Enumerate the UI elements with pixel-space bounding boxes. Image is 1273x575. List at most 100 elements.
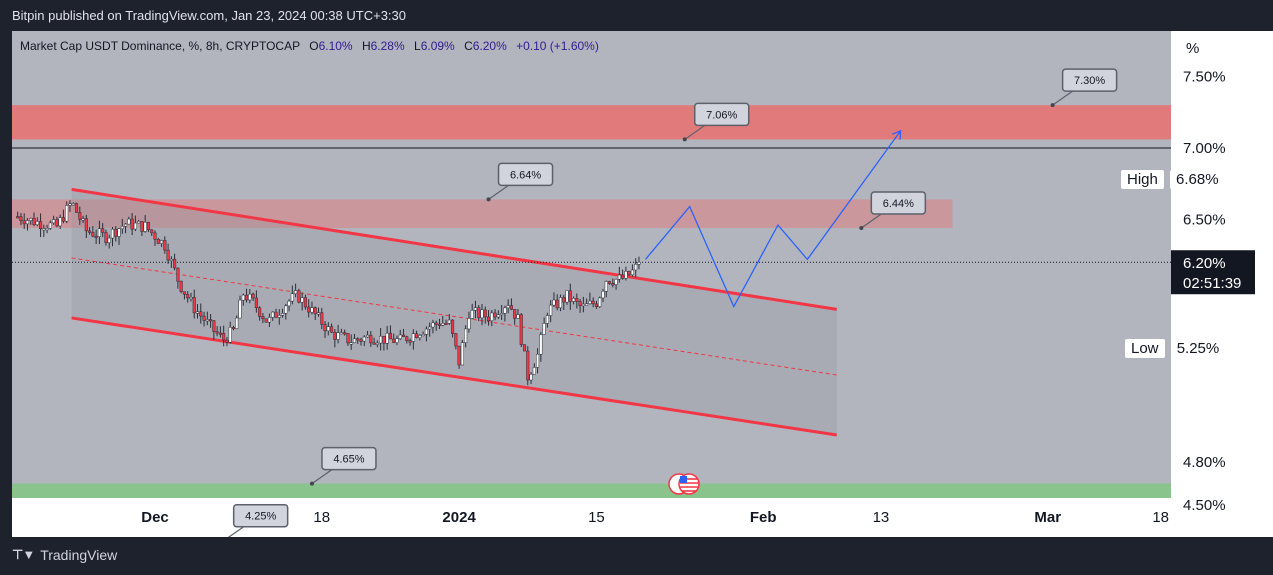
candle-body[interactable] xyxy=(392,338,396,343)
candle-body[interactable] xyxy=(107,237,111,243)
candle-body[interactable] xyxy=(140,221,144,232)
candle-body[interactable] xyxy=(457,345,461,366)
candle-body[interactable] xyxy=(336,332,340,340)
candle-body[interactable] xyxy=(16,216,20,219)
candle-body[interactable] xyxy=(120,226,124,229)
candle-body[interactable] xyxy=(114,228,118,237)
candle-body[interactable] xyxy=(137,221,141,224)
candle-body[interactable] xyxy=(218,332,222,335)
candle-body[interactable] xyxy=(330,326,334,333)
channel-upper-line[interactable] xyxy=(71,187,838,311)
candle-body[interactable] xyxy=(486,316,491,321)
candle-body[interactable] xyxy=(542,323,546,335)
candle-body[interactable] xyxy=(248,293,252,301)
candle-body[interactable] xyxy=(529,373,533,381)
candle-body[interactable] xyxy=(500,313,504,316)
candle-body[interactable] xyxy=(454,333,458,347)
candle-body[interactable] xyxy=(539,334,543,355)
candle-body[interactable] xyxy=(506,305,510,309)
candle-body[interactable] xyxy=(447,319,451,324)
candle-body[interactable] xyxy=(428,326,432,330)
candle-body[interactable] xyxy=(84,218,88,232)
candle-body[interactable] xyxy=(42,228,46,231)
candle-body[interactable] xyxy=(509,305,513,310)
candle-body[interactable] xyxy=(251,293,255,299)
candle-body[interactable] xyxy=(552,299,556,306)
candle-body[interactable] xyxy=(516,314,520,319)
candle-body[interactable] xyxy=(199,311,203,317)
candle-body[interactable] xyxy=(215,331,219,334)
candle-body[interactable] xyxy=(267,317,271,323)
candle-body[interactable] xyxy=(545,315,549,324)
annotation-box[interactable] xyxy=(321,446,377,471)
candle-body[interactable] xyxy=(156,239,160,244)
candle-body[interactable] xyxy=(52,219,56,224)
candle-body[interactable] xyxy=(470,310,474,319)
candle-body[interactable] xyxy=(225,339,229,343)
candle-body[interactable] xyxy=(316,312,321,315)
candle-body[interactable] xyxy=(307,306,311,313)
candle-body[interactable] xyxy=(588,300,592,304)
candle-body[interactable] xyxy=(169,258,173,261)
candle-body[interactable] xyxy=(594,303,599,307)
unit-selector[interactable]: % xyxy=(1176,35,1260,63)
candle-body[interactable] xyxy=(153,232,157,240)
candle-body[interactable] xyxy=(578,301,582,307)
candle-body[interactable] xyxy=(496,314,500,318)
candle-body[interactable] xyxy=(401,334,406,338)
candle-body[interactable] xyxy=(130,218,134,230)
candle-body[interactable] xyxy=(110,228,115,239)
candle-body[interactable] xyxy=(320,312,324,325)
chart-canvas[interactable]: 7.30% 7.06% 6.64% 6.44% 4.65% 4.25% Dec 18 2024… xyxy=(12,31,1273,537)
candle-body[interactable] xyxy=(81,218,85,221)
current-price-tag[interactable] xyxy=(1171,250,1255,295)
candle-body[interactable] xyxy=(280,313,285,316)
candle-body[interactable] xyxy=(349,342,353,345)
candle-body[interactable] xyxy=(173,258,177,269)
candle-body[interactable] xyxy=(192,297,196,314)
candle-body[interactable] xyxy=(202,315,206,321)
candle-body[interactable] xyxy=(464,328,468,343)
candle-body[interactable] xyxy=(241,294,245,301)
candle-body[interactable] xyxy=(22,220,26,225)
candle-body[interactable] xyxy=(313,307,317,315)
candle-body[interactable] xyxy=(405,336,409,341)
candle-body[interactable] xyxy=(627,271,631,276)
candle-body[interactable] xyxy=(146,222,151,230)
candle-body[interactable] xyxy=(477,307,481,319)
channel-mid-line[interactable] xyxy=(71,257,837,376)
candle-body[interactable] xyxy=(261,316,265,320)
candle-body[interactable] xyxy=(346,333,350,344)
candle-body[interactable] xyxy=(398,334,402,340)
candle-body[interactable] xyxy=(45,228,49,231)
channel-lower-line[interactable] xyxy=(71,316,838,437)
candle-body[interactable] xyxy=(195,311,200,314)
candle-body[interactable] xyxy=(562,297,566,303)
candle-body[interactable] xyxy=(97,228,101,237)
candle-body[interactable] xyxy=(434,322,438,325)
candle-body[interactable] xyxy=(19,216,23,222)
candle-body[interactable] xyxy=(212,320,216,332)
candle-body[interactable] xyxy=(382,335,386,344)
annotation-box[interactable] xyxy=(232,503,289,528)
candle-body[interactable] xyxy=(431,322,435,328)
candle-body[interactable] xyxy=(415,333,419,338)
candle-body[interactable] xyxy=(565,290,569,303)
candle-body[interactable] xyxy=(117,228,121,237)
candle-body[interactable] xyxy=(258,307,262,317)
candle-body[interactable] xyxy=(604,281,608,292)
candle-body[interactable] xyxy=(127,218,131,225)
annotation-box[interactable] xyxy=(693,102,750,127)
candle-body[interactable] xyxy=(88,230,92,233)
candle-body[interactable] xyxy=(611,283,615,286)
candle-body[interactable] xyxy=(549,304,553,316)
candle-body[interactable] xyxy=(71,203,75,206)
candle-body[interactable] xyxy=(333,331,337,340)
candle-body[interactable] xyxy=(379,335,383,344)
candle-body[interactable] xyxy=(186,294,190,299)
footer[interactable]: ⊤▼ TradingView xyxy=(12,547,117,563)
candle-body[interactable] xyxy=(231,327,236,330)
candle-body[interactable] xyxy=(408,340,412,343)
candle-body[interactable] xyxy=(74,203,79,213)
candle-body[interactable] xyxy=(503,307,507,314)
